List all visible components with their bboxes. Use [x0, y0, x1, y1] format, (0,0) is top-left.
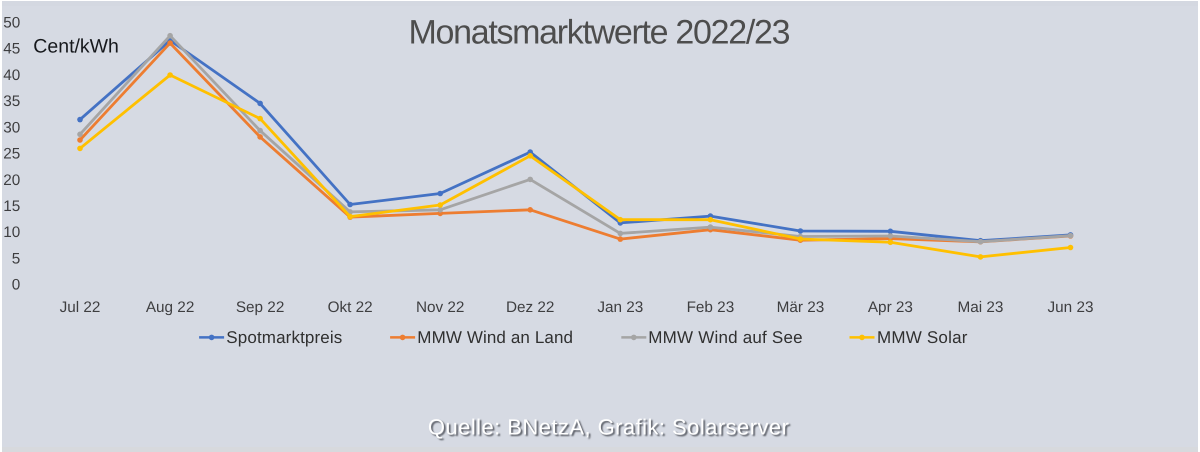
svg-text:Aug 22: Aug 22 [146, 299, 194, 316]
svg-text:Feb 23: Feb 23 [687, 299, 735, 316]
svg-text:Jan 23: Jan 23 [597, 299, 643, 316]
svg-text:Spotmarktpreis: Spotmarktpreis [226, 328, 342, 347]
svg-text:MMW Wind auf See: MMW Wind auf See [648, 328, 802, 347]
svg-text:MMW Wind an Land: MMW Wind an Land [417, 328, 573, 347]
svg-text:45: 45 [3, 41, 20, 58]
svg-text:Okt 22: Okt 22 [328, 299, 373, 316]
svg-text:Monatsmarktwerte 2022/23: Monatsmarktwerte 2022/23 [409, 14, 791, 52]
svg-text:MMW Solar: MMW Solar [877, 328, 968, 347]
svg-text:Mai 23: Mai 23 [958, 299, 1004, 316]
svg-text:Cent/kWh: Cent/kWh [33, 36, 119, 58]
svg-text:Sep 22: Sep 22 [236, 299, 284, 316]
svg-text:35: 35 [3, 93, 20, 110]
svg-text:5: 5 [12, 250, 21, 267]
svg-text:Jun 23: Jun 23 [1048, 299, 1094, 316]
svg-text:Apr 23: Apr 23 [868, 299, 913, 316]
svg-text:40: 40 [3, 67, 20, 84]
svg-text:Jul 22: Jul 22 [60, 299, 101, 316]
svg-text:Quelle: BNetzA, Grafik: Solars: Quelle: BNetzA, Grafik: Solarserver [430, 416, 791, 441]
svg-text:10: 10 [3, 224, 20, 241]
svg-text:Dez 22: Dez 22 [506, 299, 554, 316]
svg-text:Mär 23: Mär 23 [777, 299, 825, 316]
svg-text:25: 25 [3, 146, 20, 163]
svg-text:15: 15 [3, 198, 20, 215]
svg-text:30: 30 [3, 119, 20, 136]
svg-text:50: 50 [3, 15, 20, 32]
svg-text:Nov 22: Nov 22 [416, 299, 464, 316]
svg-text:Quelle: BNetzA, Grafik: Solars: Quelle: BNetzA, Grafik: Solarserver [428, 415, 789, 440]
svg-text:20: 20 [3, 172, 20, 189]
svg-text:0: 0 [12, 277, 21, 294]
